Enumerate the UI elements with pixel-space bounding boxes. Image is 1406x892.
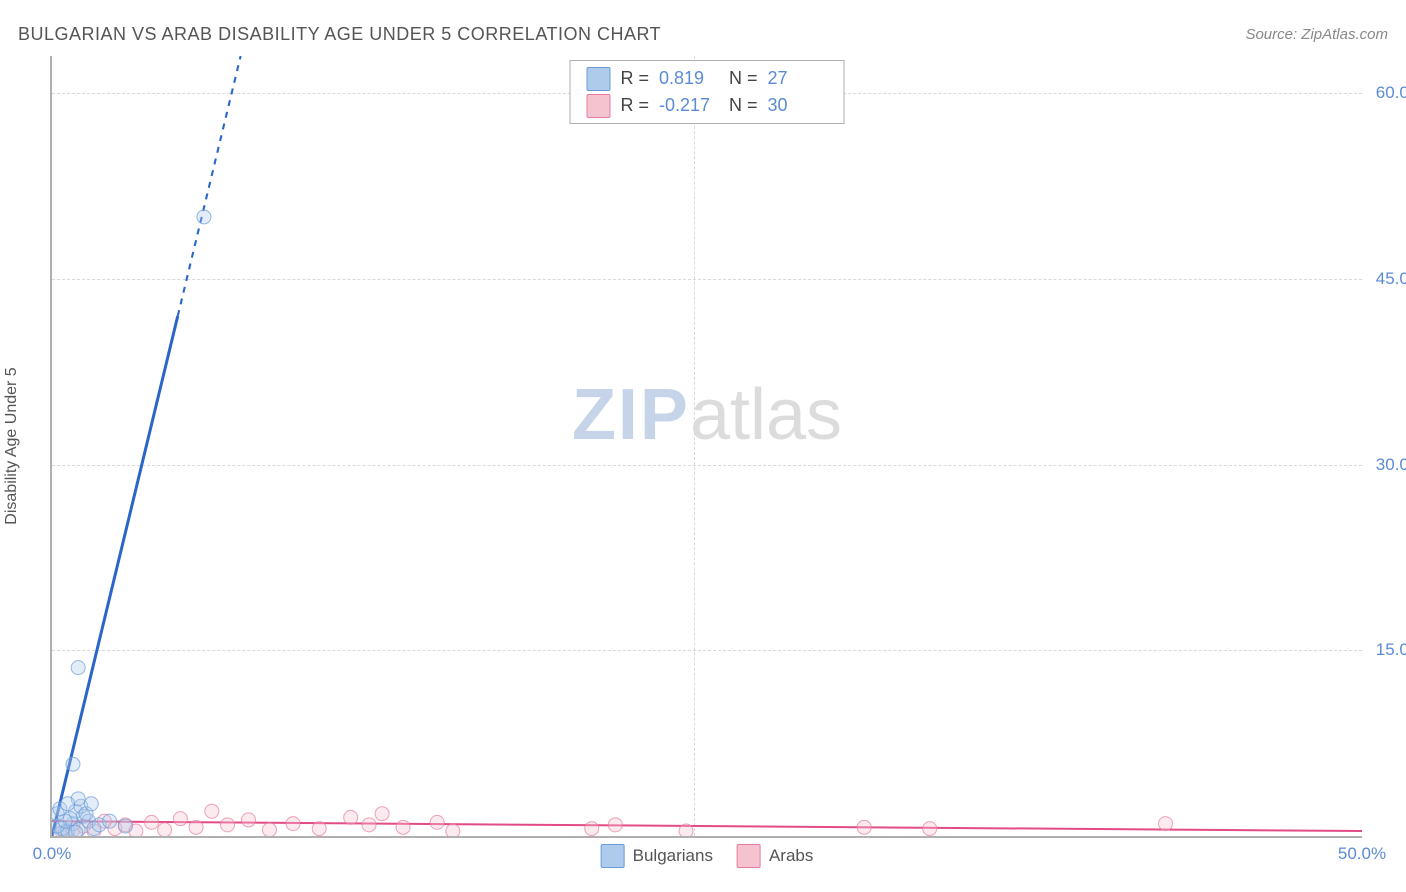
legend-item-1: Arabs (737, 844, 813, 868)
r-value-0: 0.819 (659, 65, 719, 92)
plot-svg (52, 56, 1362, 836)
r-label: R = (620, 65, 649, 92)
n-label: N = (729, 92, 758, 119)
n-label: N = (729, 65, 758, 92)
plot-area: ZIPatlas R = 0.819 N = 27 R = -0.217 N =… (50, 56, 1362, 838)
legend-label-1: Arabs (769, 846, 813, 866)
stats-legend: R = 0.819 N = 27 R = -0.217 N = 30 (569, 60, 844, 124)
ytick-label: 45.0% (1366, 269, 1406, 289)
legend-swatch-0 (601, 844, 625, 868)
stats-swatch-0 (586, 67, 610, 91)
series-legend: Bulgarians Arabs (601, 844, 814, 868)
source-credit: Source: ZipAtlas.com (1245, 26, 1388, 43)
y-axis-label: Disability Age Under 5 (3, 367, 21, 524)
legend-label-0: Bulgarians (633, 846, 713, 866)
n-value-1: 30 (768, 92, 828, 119)
r-label: R = (620, 92, 649, 119)
r-value-1: -0.217 (659, 92, 719, 119)
legend-item-0: Bulgarians (601, 844, 713, 868)
ytick-label: 30.0% (1366, 455, 1406, 475)
xtick-label: 50.0% (1338, 844, 1386, 864)
stats-row-0: R = 0.819 N = 27 (586, 65, 827, 92)
ytick-label: 60.0% (1366, 83, 1406, 103)
chart-header: BULGARIAN VS ARAB DISABILITY AGE UNDER 5… (18, 18, 1388, 50)
stats-swatch-1 (586, 94, 610, 118)
stats-row-1: R = -0.217 N = 30 (586, 92, 827, 119)
n-value-0: 27 (768, 65, 828, 92)
xtick-label: 0.0% (33, 844, 72, 864)
legend-swatch-1 (737, 844, 761, 868)
chart-title: BULGARIAN VS ARAB DISABILITY AGE UNDER 5… (18, 24, 661, 45)
ytick-label: 15.0% (1366, 640, 1406, 660)
